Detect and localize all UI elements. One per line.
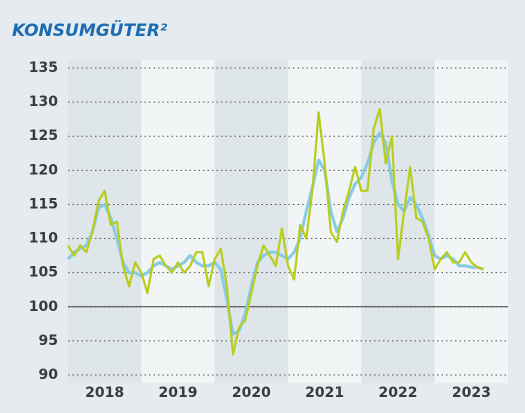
year-band — [214, 60, 288, 383]
year-band — [434, 60, 508, 383]
y-tick-label: 100 — [29, 299, 58, 315]
y-tick-label: 110 — [29, 231, 58, 247]
year-band — [288, 60, 362, 383]
x-tick-label: 2023 — [452, 385, 491, 401]
y-tick-label: 105 — [29, 265, 58, 281]
x-tick-label: 2018 — [85, 385, 124, 401]
y-tick-label: 90 — [39, 367, 59, 383]
x-tick-label: 2019 — [159, 385, 198, 401]
y-tick-label: 115 — [29, 196, 58, 212]
y-tick-label: 130 — [29, 94, 58, 110]
year-band — [141, 60, 215, 383]
x-tick-label: 2022 — [379, 385, 418, 401]
x-tick-label: 2020 — [232, 385, 271, 401]
y-tick-label: 135 — [29, 60, 58, 76]
y-tick-label: 95 — [39, 333, 58, 349]
chart-title: KONSUMGÜTER² — [12, 19, 168, 41]
year-band — [68, 60, 142, 383]
y-tick-label: 125 — [29, 128, 58, 144]
year-bands — [68, 60, 508, 383]
y-tick-label: 120 — [29, 162, 58, 178]
series-line — [67, 107, 484, 356]
x-tick-label: 2021 — [305, 385, 344, 401]
